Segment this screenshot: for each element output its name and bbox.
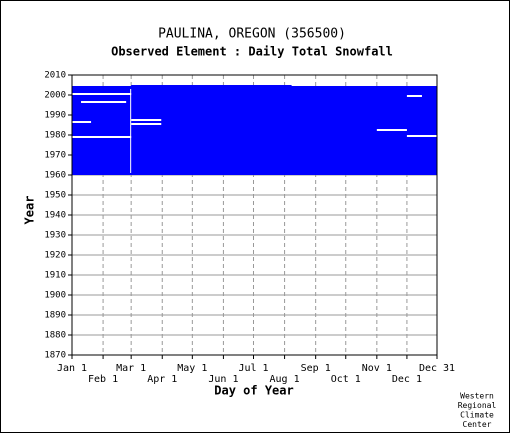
data-gap — [130, 89, 132, 173]
x-tick-label: Mar 1 — [116, 363, 146, 374]
y-tick-label: 1870 — [44, 351, 66, 361]
y-tick-label: 1960 — [44, 171, 66, 181]
x-tick-label: Dec 31 — [419, 363, 455, 374]
credit-line: Western — [460, 392, 494, 401]
data-block — [72, 86, 437, 175]
data-block — [131, 85, 292, 86]
x-tick-label: Sep 1 — [301, 363, 331, 374]
x-tick-label: Jan 1 — [57, 363, 87, 374]
chart-subtitle: Observed Element : Daily Total Snowfall — [111, 45, 393, 59]
x-axis-label: Day of Year — [214, 384, 293, 398]
y-tick-label: 1890 — [44, 311, 66, 321]
credit-line: Regional — [458, 401, 497, 410]
y-tick-label: 1990 — [44, 111, 66, 121]
y-tick-label: 1910 — [44, 271, 66, 281]
y-tick-label: 1980 — [44, 131, 66, 141]
data-gap — [131, 123, 162, 125]
y-tick-label: 1920 — [44, 251, 66, 261]
x-tick-label: Oct 1 — [331, 374, 361, 385]
data-gap — [72, 93, 132, 95]
y-tick-label: 1880 — [44, 331, 66, 341]
credit-line: Climate — [460, 411, 494, 420]
credit-line: Center — [463, 420, 492, 429]
data-gap — [72, 121, 92, 123]
y-tick-label: 2000 — [44, 91, 66, 101]
data-gap — [131, 119, 162, 121]
y-tick-label: 1970 — [44, 151, 66, 161]
x-tick-label: Dec 1 — [392, 374, 422, 385]
x-tick-label: Nov 1 — [362, 363, 392, 374]
x-tick-label: Aug 1 — [270, 374, 300, 385]
x-tick-label: May 1 — [177, 363, 207, 374]
x-tick-label: Jun 1 — [208, 374, 238, 385]
y-tick-label: 1940 — [44, 211, 66, 221]
data-gap — [72, 136, 132, 138]
y-tick-label: 1900 — [44, 291, 66, 301]
x-tick-label: Jul 1 — [238, 363, 268, 374]
plot-border — [71, 74, 438, 356]
y-tick-label: 2010 — [44, 71, 66, 81]
data-gap — [406, 135, 437, 137]
x-tick-label: Apr 1 — [147, 374, 177, 385]
data-gap — [376, 129, 407, 131]
data-gap — [81, 101, 127, 103]
data-gap — [406, 95, 422, 97]
y-tick-label: 1930 — [44, 231, 66, 241]
y-axis-label: Year — [23, 196, 37, 225]
chart-title: PAULINA, OREGON (356500) — [158, 27, 346, 42]
x-tick-label: Feb 1 — [88, 374, 118, 385]
y-tick-label: 1950 — [44, 191, 66, 201]
